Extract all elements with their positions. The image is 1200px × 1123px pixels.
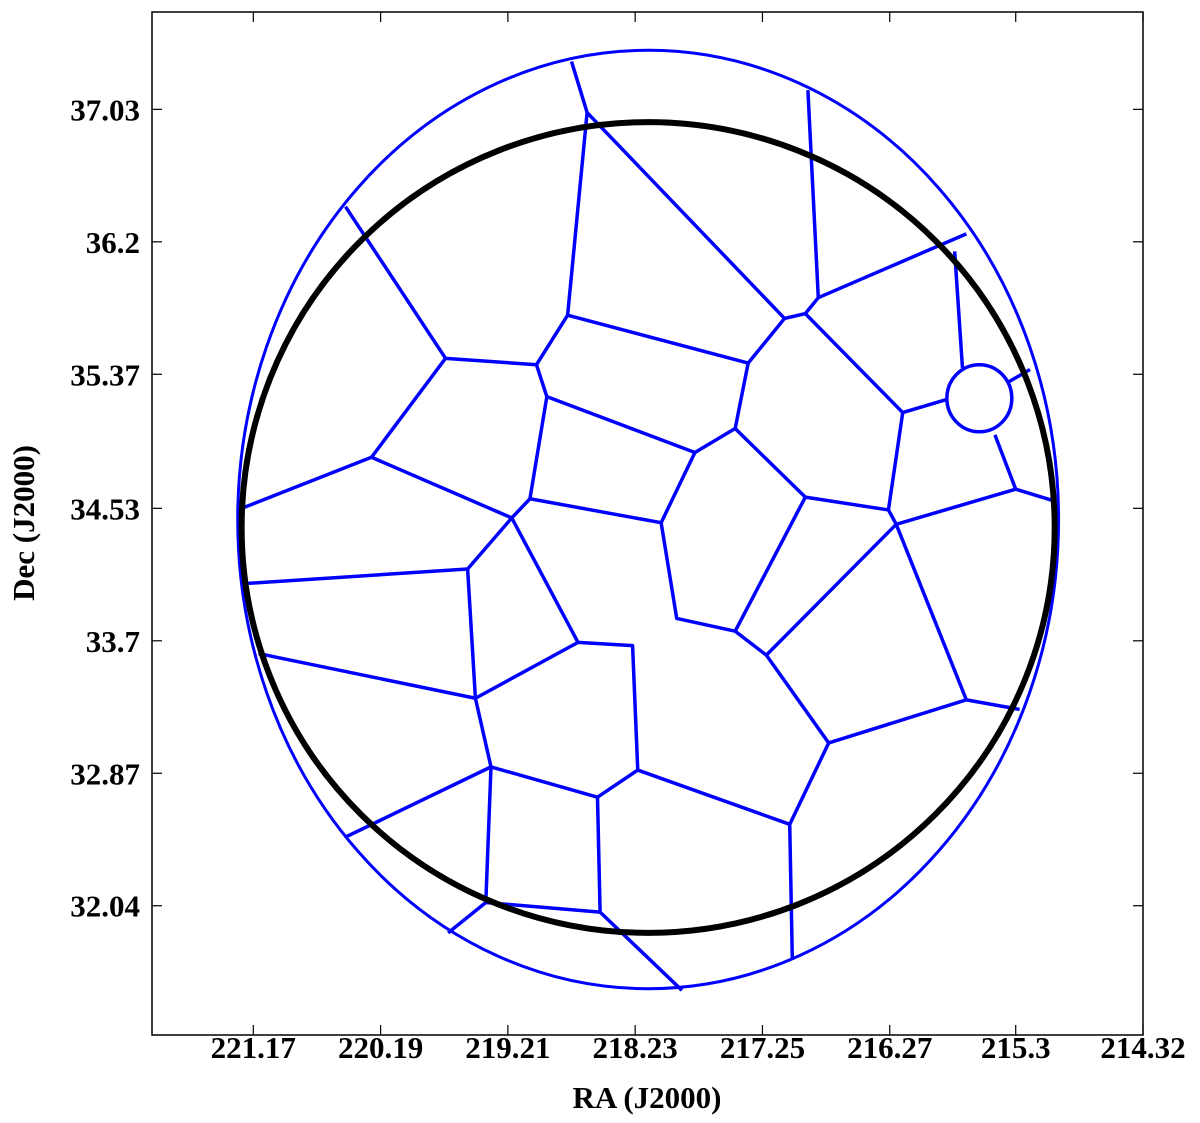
voronoi-edge	[534, 313, 750, 455]
voronoi-edge	[510, 497, 831, 827]
x-tick-label: 221.17	[211, 1030, 296, 1065]
voronoi-edge	[344, 640, 579, 839]
plot-frame	[151, 11, 1144, 1036]
x-tick-label: 219.21	[465, 1030, 550, 1065]
voronoi-edge	[247, 455, 514, 586]
y-axis-label: Dec (J2000)	[6, 445, 41, 601]
voronoi-edge	[805, 495, 889, 512]
voronoi-edge	[952, 251, 965, 369]
field-circle	[238, 119, 1058, 936]
x-tick-label: 216.27	[847, 1030, 932, 1065]
x-tick-label: 215.3	[981, 1030, 1051, 1065]
boundary-ellipse	[236, 48, 1061, 991]
voronoi-edge	[659, 451, 697, 524]
x-tick-label: 214.32	[1100, 1030, 1185, 1065]
boundary-ellipse	[945, 362, 1014, 434]
x-axis-label: RA (J2000)	[573, 1080, 722, 1115]
x-tick-label: 220.19	[338, 1030, 423, 1065]
voronoi-edge	[569, 60, 821, 321]
y-tick-label: 35.37	[70, 357, 140, 392]
y-tick-label: 37.03	[70, 92, 140, 127]
voronoi-edge	[746, 317, 786, 365]
voronoi-edge	[828, 698, 967, 745]
voronoi-edge	[787, 824, 795, 961]
x-tick-label: 217.25	[720, 1030, 805, 1065]
y-tick-label: 33.7	[86, 624, 140, 659]
voronoi-edge	[895, 487, 1053, 526]
voronoi-edge	[993, 434, 1018, 490]
x-tick-label: 218.23	[593, 1030, 678, 1065]
y-tick-label: 34.53	[70, 491, 140, 526]
y-tick-label: 32.04	[70, 889, 140, 924]
voronoi-edge	[765, 412, 905, 657]
y-tick-label: 32.87	[70, 756, 140, 791]
voronoi-edge	[490, 765, 639, 799]
y-tick-label: 36.2	[86, 225, 140, 260]
